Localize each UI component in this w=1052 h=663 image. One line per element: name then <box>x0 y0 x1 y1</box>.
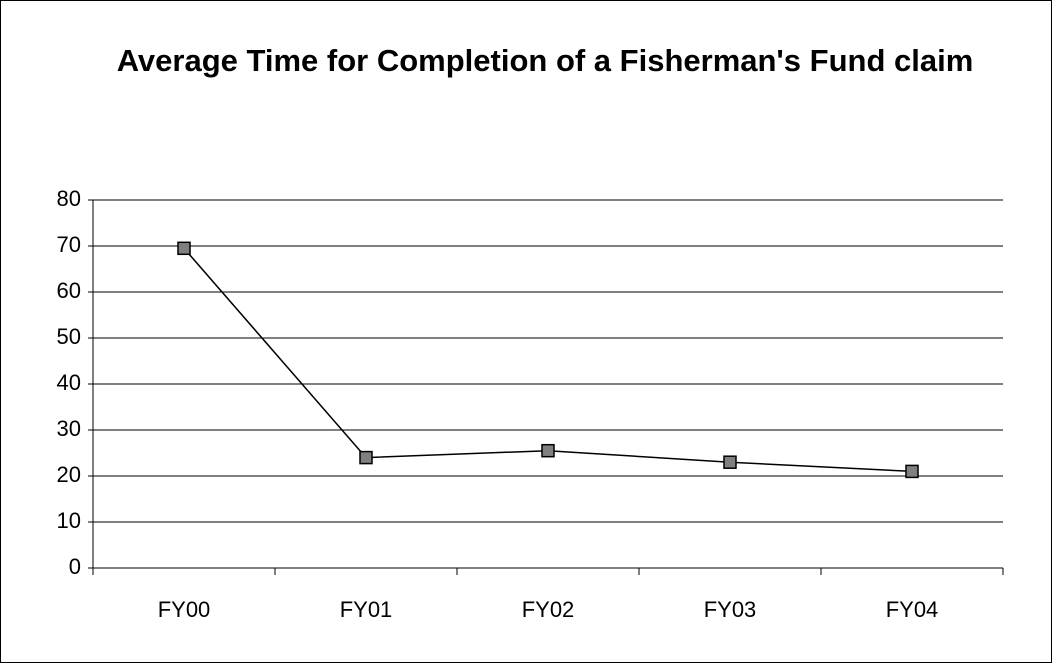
y-tick-label: 80 <box>57 186 81 211</box>
y-tick-label: 10 <box>57 508 81 533</box>
x-tick-label: FY03 <box>704 597 757 622</box>
x-tick-label: FY02 <box>522 597 575 622</box>
y-tick-label: 60 <box>57 278 81 303</box>
x-tick-label: FY00 <box>158 597 211 622</box>
chart-title: Average Time for Completion of a Fisherm… <box>116 43 974 78</box>
x-tick-label: FY04 <box>886 597 939 622</box>
y-tick-label: 70 <box>57 232 81 257</box>
marker <box>723 455 737 469</box>
y-tick-label: 0 <box>69 554 81 579</box>
x-tick-label: FY01 <box>340 597 393 622</box>
marker <box>177 241 191 256</box>
y-tick-label: 50 <box>57 324 81 349</box>
marker <box>905 464 919 479</box>
y-tick-label: 20 <box>57 462 81 487</box>
y-tick-label: 40 <box>57 370 81 395</box>
marker <box>541 443 555 458</box>
y-tick-label: 30 <box>57 416 81 441</box>
marker <box>359 450 373 465</box>
